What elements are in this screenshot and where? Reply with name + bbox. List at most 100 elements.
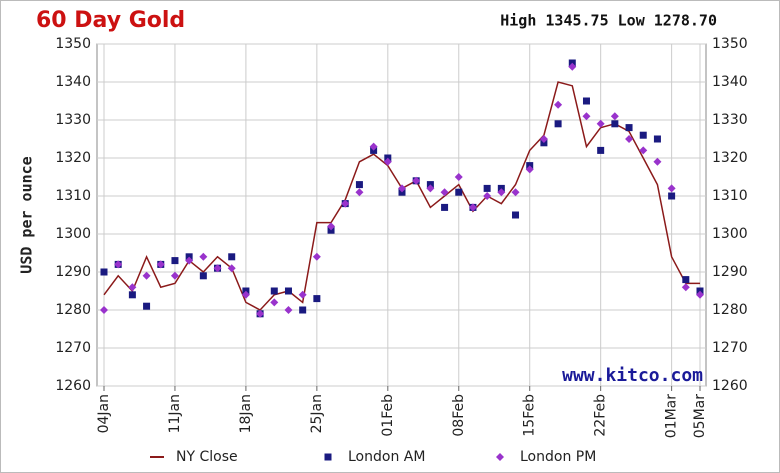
marker: [653, 157, 662, 166]
x-tick-label: 01Mar: [664, 394, 680, 438]
y-axis-label: USD per ounce: [18, 156, 36, 273]
y-tick-label: 1340: [55, 74, 91, 90]
marker: [383, 157, 392, 166]
marker: [128, 291, 136, 299]
y2-tick-label: 1320: [712, 150, 748, 166]
marker: [241, 290, 250, 299]
marker: [142, 271, 151, 280]
marker: [227, 264, 236, 273]
y-tick-label: 1310: [55, 188, 91, 204]
chart-subtitle: High 1345.75 Low 1278.70: [500, 12, 717, 30]
marker: [100, 268, 108, 276]
marker: [185, 256, 194, 265]
marker: [355, 181, 363, 189]
watermark: www.kitco.com: [562, 365, 703, 386]
marker: [696, 290, 704, 299]
y-tick-label: 1270: [55, 340, 91, 356]
marker: [199, 272, 207, 280]
marker: [483, 192, 492, 200]
x-tick-label: 04Jan: [96, 394, 112, 433]
x-tick-label: 08Feb: [451, 394, 467, 437]
x-tick-label: 05Mar: [692, 394, 708, 438]
x-tick-label: 15Feb: [522, 394, 538, 437]
marker: [582, 97, 590, 105]
marker: [114, 260, 123, 269]
marker: [639, 146, 648, 155]
marker: [554, 100, 563, 109]
chart-title: 60 Day Gold: [36, 8, 185, 33]
marker: [341, 199, 350, 208]
marker: [213, 264, 222, 273]
marker: [440, 188, 449, 197]
y-tick-label: 1350: [55, 36, 91, 52]
marker: [270, 298, 279, 307]
marker: [483, 184, 491, 192]
marker: [568, 62, 577, 71]
marker: [497, 188, 506, 197]
marker: [426, 184, 435, 193]
marker: [299, 306, 307, 314]
x-tick-label: 25Jan: [309, 394, 325, 433]
x-tick-label: 18Jan: [238, 394, 254, 433]
y2-tick-label: 1340: [712, 74, 748, 90]
marker: [597, 146, 605, 154]
y2-tick-label: 1290: [712, 264, 748, 280]
marker: [582, 112, 591, 121]
marker: [512, 211, 520, 219]
y-tick-label: 1280: [55, 302, 91, 318]
marker: [100, 306, 108, 314]
marker: [256, 309, 265, 318]
x-tick-label: 01Feb: [380, 394, 396, 437]
legend-label: London AM: [348, 449, 425, 465]
marker: [668, 192, 676, 200]
y2-tick-label: 1280: [712, 302, 748, 318]
legend-swatch: [324, 453, 332, 461]
y-tick-label: 1290: [55, 264, 91, 280]
marker: [682, 276, 690, 284]
y2-tick-label: 1310: [712, 188, 748, 204]
y2-tick-label: 1300: [712, 226, 748, 242]
marker: [199, 252, 208, 261]
marker: [441, 203, 449, 211]
marker: [228, 253, 236, 261]
marker: [681, 283, 690, 292]
marker: [468, 203, 477, 212]
marker: [312, 252, 321, 261]
marker: [170, 271, 179, 280]
y-tick-label: 1300: [55, 226, 91, 242]
marker: [298, 290, 307, 299]
marker: [625, 124, 633, 132]
marker: [455, 188, 463, 196]
y2-tick-label: 1260: [712, 378, 748, 394]
plot-area: [96, 43, 707, 387]
y-tick-label: 1330: [55, 112, 91, 128]
marker: [454, 173, 463, 181]
marker: [327, 222, 336, 231]
y2-tick-label: 1270: [712, 340, 748, 356]
marker: [369, 142, 378, 151]
x-tick-label: 11Jan: [167, 394, 183, 433]
marker: [653, 135, 661, 143]
marker: [611, 120, 619, 128]
marker: [639, 131, 647, 139]
marker: [596, 119, 605, 128]
marker: [511, 188, 520, 197]
marker: [625, 135, 634, 143]
y2-tick-label: 1350: [712, 36, 748, 52]
marker: [355, 188, 364, 197]
marker: [171, 257, 179, 265]
legend-swatch: [496, 453, 504, 461]
marker: [284, 287, 292, 295]
marker: [554, 120, 562, 128]
marker: [156, 260, 165, 269]
marker: [610, 112, 619, 121]
marker: [398, 184, 406, 193]
marker: [284, 306, 293, 314]
x-tick-label: 22Feb: [593, 394, 609, 437]
marker: [270, 287, 278, 295]
marker: [525, 165, 534, 174]
legend-label: London PM: [520, 449, 596, 465]
marker: [412, 176, 421, 185]
marker: [143, 302, 151, 310]
